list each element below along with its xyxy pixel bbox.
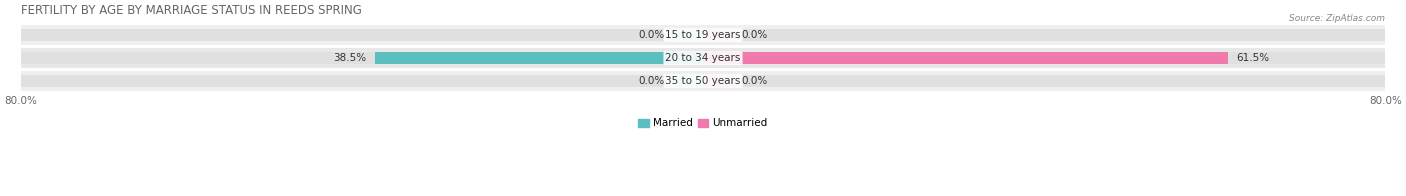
Bar xyxy=(703,52,1227,64)
Legend: Married, Unmarried: Married, Unmarried xyxy=(634,114,772,132)
Text: 38.5%: 38.5% xyxy=(333,53,366,63)
Text: 35 to 50 years: 35 to 50 years xyxy=(665,76,741,86)
Bar xyxy=(374,52,703,64)
Text: 61.5%: 61.5% xyxy=(1236,53,1270,63)
Text: 20 to 34 years: 20 to 34 years xyxy=(665,53,741,63)
Bar xyxy=(21,75,1385,87)
Bar xyxy=(21,29,1385,41)
Text: 0.0%: 0.0% xyxy=(741,30,768,40)
Bar xyxy=(21,48,1385,68)
Text: FERTILITY BY AGE BY MARRIAGE STATUS IN REEDS SPRING: FERTILITY BY AGE BY MARRIAGE STATUS IN R… xyxy=(21,4,361,17)
Bar xyxy=(673,75,703,87)
Text: 0.0%: 0.0% xyxy=(638,30,665,40)
Bar xyxy=(703,29,733,41)
Bar xyxy=(21,71,1385,91)
Text: 0.0%: 0.0% xyxy=(638,76,665,86)
Bar xyxy=(21,52,1385,64)
Text: 15 to 19 years: 15 to 19 years xyxy=(665,30,741,40)
Text: Source: ZipAtlas.com: Source: ZipAtlas.com xyxy=(1289,14,1385,23)
Bar xyxy=(673,29,703,41)
Bar xyxy=(703,75,733,87)
Bar xyxy=(21,25,1385,45)
Text: 0.0%: 0.0% xyxy=(741,76,768,86)
